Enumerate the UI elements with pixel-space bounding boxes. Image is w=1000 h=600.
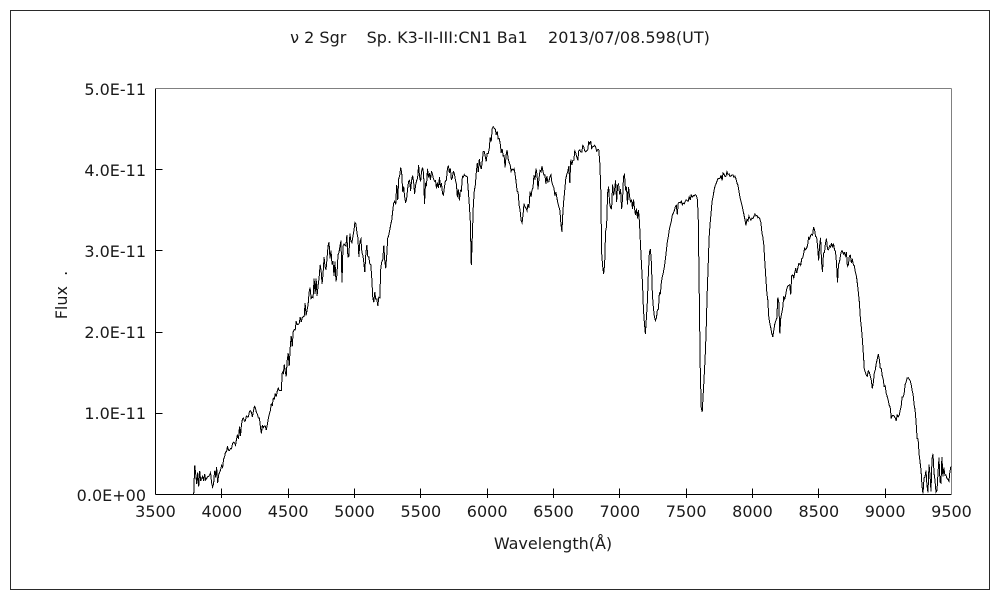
y-tick-label: 3.0E-11 [84,241,146,261]
x-axis-title: Wavelength(Å) [493,534,613,553]
y-axis-title: Flux . [52,270,71,320]
x-tick-label: 7500 [665,502,707,521]
y-tick-label: 5.0E-11 [84,79,146,99]
chart-title: ν 2 Sgr Sp. K3-II-III:CN1 Ba1 2013/07/08… [290,28,710,47]
x-tick-label: 7000 [599,502,641,521]
x-tick-label: 5000 [334,502,375,521]
x-tick-label: 8500 [798,502,840,521]
y-tick-label: 4.0E-11 [84,160,146,180]
x-tick-label: 9000 [864,502,906,521]
x-tick-label: 4500 [267,502,309,521]
y-tick-label: 0.0E+00 [76,485,146,505]
x-tick-label: 6500 [533,502,574,521]
y-tick-label: 1.0E-11 [84,404,146,424]
x-tick-label: 4000 [201,502,243,521]
outer-border [10,10,990,590]
x-tick-label: 8000 [732,502,773,521]
spectrum-line [193,125,952,495]
x-tick-label: 9500 [931,502,972,521]
x-tick-label: 3500 [135,502,176,521]
y-tick-label: 2.0E-11 [84,323,146,343]
x-tick-label: 6000 [466,502,508,521]
x-tick-label: 5500 [400,502,442,521]
